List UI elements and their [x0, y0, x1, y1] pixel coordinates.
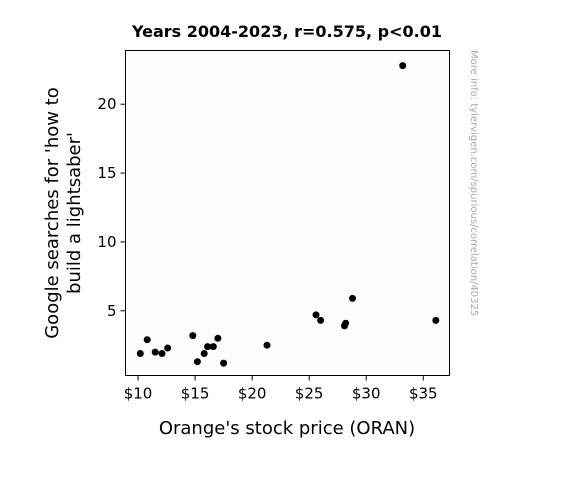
data-points: [136, 62, 440, 367]
data-point: [143, 336, 151, 344]
x-tick-label: $35: [409, 385, 438, 403]
data-point: [164, 344, 172, 352]
data-point: [209, 343, 217, 351]
data-point: [432, 316, 440, 324]
data-point: [193, 358, 201, 366]
x-tick-label: $20: [238, 385, 267, 403]
plot-frame: [125, 50, 450, 376]
data-point: [399, 62, 407, 70]
y-axis-label-line-2: build a lightsaber': [64, 132, 85, 294]
y-axis-ticks: 5 10 15 20: [97, 95, 126, 320]
watermark-text: More info: tylervigen.com/spurious/corre…: [468, 50, 479, 316]
data-point: [312, 311, 320, 319]
data-point: [317, 316, 325, 324]
x-tick-label: $25: [295, 385, 324, 403]
data-point: [136, 350, 144, 357]
y-tick-label: 15: [97, 164, 116, 182]
y-axis-label-line-1: Google searches for 'how to: [42, 87, 63, 339]
data-point: [200, 350, 208, 357]
x-axis-ticks: $10 $15 $20 $25 $30 $35: [124, 375, 438, 403]
data-point: [158, 350, 166, 357]
x-axis-label: Orange's stock price (ORAN): [159, 418, 415, 439]
plot-area: [125, 50, 450, 376]
x-tick-label: $10: [124, 385, 153, 403]
data-point: [349, 294, 356, 302]
y-axis-label: Google searches for 'how to build a ligh…: [42, 87, 85, 339]
y-tick-label: 10: [97, 233, 116, 251]
data-point: [151, 348, 159, 356]
x-tick-label: $30: [352, 385, 381, 403]
data-point: [220, 359, 228, 367]
data-point: [263, 341, 271, 349]
y-tick-label: 20: [97, 95, 116, 113]
data-point: [214, 334, 222, 342]
data-point: [204, 343, 212, 351]
x-tick-label: $15: [181, 385, 210, 403]
data-point: [342, 319, 350, 327]
y-tick-label: 5: [107, 302, 117, 320]
chart-title: Years 2004-2023, r=0.575, p<0.01: [131, 22, 442, 41]
data-point: [189, 332, 197, 340]
